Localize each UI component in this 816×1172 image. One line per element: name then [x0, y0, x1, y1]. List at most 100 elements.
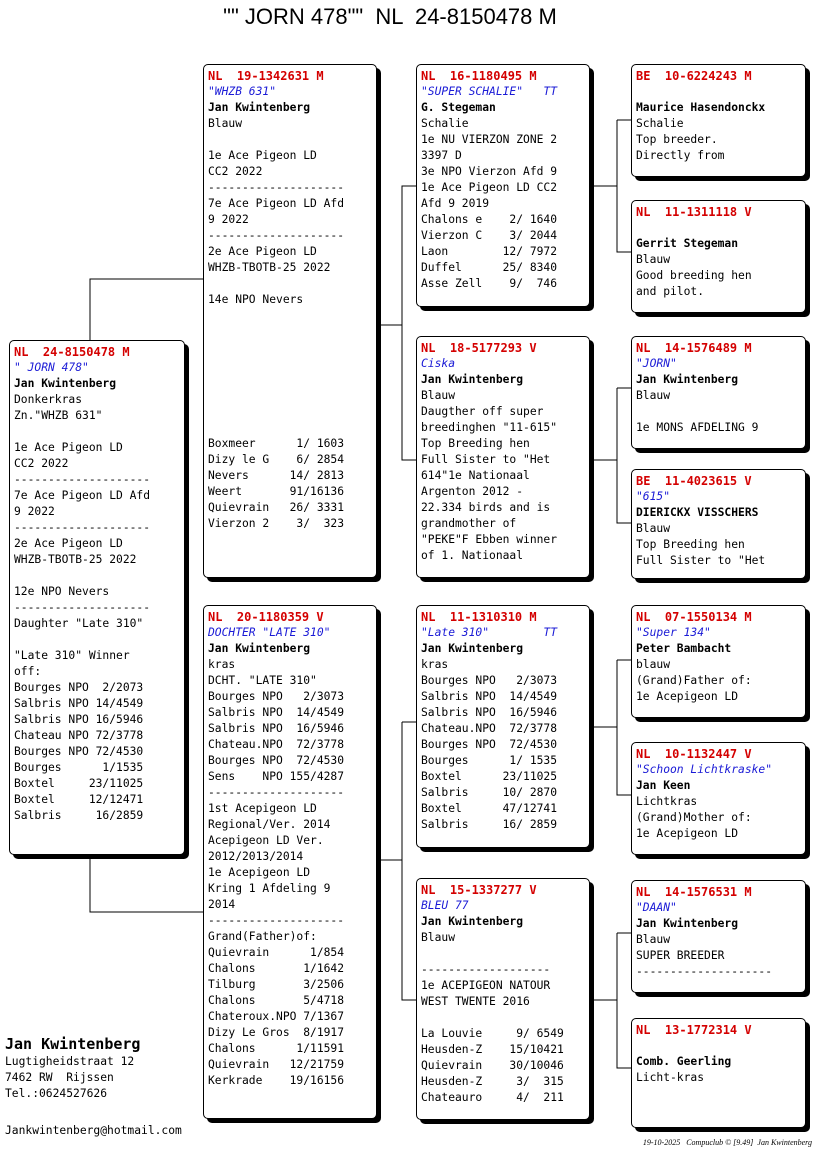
pigeon-name: "Late 310" TT — [421, 626, 558, 639]
info-line: Blauw — [421, 389, 456, 402]
info-line: Good breeding hen — [636, 269, 752, 282]
info-line: Blauw — [636, 389, 671, 402]
pigeon-name: "615" — [636, 490, 671, 503]
pedigree-card-dss[interactable]: NL 07-1550134 M "Super 134" Peter Bambacht… — [631, 605, 806, 718]
info-line: -------------------- — [636, 965, 773, 978]
info-line: 22.334 birds and is — [421, 501, 551, 514]
info-line: Schalie — [636, 117, 684, 130]
info-line: Chalons 1/1642 — [208, 962, 345, 975]
info-line: Chateroux.NPO 7/1367 — [208, 1010, 345, 1023]
info-line: 1e Ace Pigeon LD — [14, 441, 123, 454]
ring-number: NL 24-8150478 M — [14, 345, 130, 359]
pedigree-card-sire[interactable]: NL 19-1342631 M "WHZB 631" Jan Kwintenberg… — [203, 64, 377, 578]
info-line: 1e ACEPIGEON NATOUR — [421, 979, 551, 992]
info-line: kras — [421, 658, 449, 671]
spacer — [636, 220, 801, 236]
info-line: Dizy Le Gros 8/1917 — [208, 1026, 345, 1039]
pedigree-card-dds[interactable]: NL 14-1576531 M "DAAN" Jan Kwintenberg Blau… — [631, 880, 806, 993]
info-line: Duffel 25/ 8340 — [421, 261, 558, 274]
breeder-name: Peter Bambacht — [636, 642, 732, 655]
pedigree-card-dam-sire[interactable]: NL 11-1310310 M "Late 310" TT Jan Kwintenb… — [416, 605, 590, 848]
info-line: 1e Acepigeon LD — [208, 866, 311, 879]
info-line: ------------------- — [421, 963, 551, 976]
pedigree-card-dsd[interactable]: NL 10-1132447 V "Schoon Lichtkraske" Jan K… — [631, 742, 806, 855]
info-line — [208, 324, 372, 340]
pedigree-card-dam-dam[interactable]: NL 15-1337277 V BLEU 77 Jan Kwintenberg Bla… — [416, 878, 590, 1120]
info-line — [208, 132, 372, 148]
info-line — [14, 632, 180, 648]
info-line: "PEKE"F Ebben winner — [421, 533, 558, 546]
ring-number: BE 10-6224243 M — [636, 69, 752, 83]
info-line: Blauw — [636, 253, 671, 266]
pedigree-card-sire-sire[interactable]: NL 16-1180495 M "SUPER SCHALIE" TT G. Steg… — [416, 64, 590, 307]
info-line: Heusden-Z 15/10421 — [421, 1043, 564, 1056]
connector-subject-sire — [89, 278, 204, 340]
pigeon-name: "Super 134" — [636, 626, 711, 639]
breeder-name: Gerrit Stegeman — [636, 237, 739, 250]
info-line — [208, 388, 372, 404]
ring-number: NL 14-1576489 M — [636, 341, 752, 355]
pedigree-card-subject[interactable]: NL 24-8150478 M " JORN 478" Jan Kwintenber… — [9, 340, 185, 855]
ring-number: NL 19-1342631 M — [208, 69, 324, 83]
info-line: Chateau.NPO 72/3778 — [208, 738, 345, 751]
info-line: 1e Ace Pigeon LD — [208, 149, 317, 162]
info-line — [14, 424, 180, 440]
info-line: -------------------- — [208, 914, 345, 927]
info-line: -------------------- — [14, 473, 151, 486]
info-line: Full Sister to "Het — [421, 453, 551, 466]
breeder-name: Jan Kwintenberg — [421, 642, 524, 655]
info-line: Boxtel 23/11025 — [14, 777, 144, 790]
info-line: Chalons 5/4718 — [208, 994, 345, 1007]
info-line: CC2 2022 — [14, 457, 69, 470]
breeder-name: Jan Keen — [636, 779, 691, 792]
info-line: Blauw — [421, 931, 456, 944]
info-line: Chateau.NPO 72/3778 — [421, 722, 558, 735]
owner-name: Jan Kwintenberg — [5, 1035, 141, 1053]
info-line: Top Breeding hen — [421, 437, 530, 450]
info-line: (Grand)Father of: — [636, 674, 752, 687]
info-line — [208, 404, 372, 420]
info-line: Bourges NPO 72/4530 — [208, 754, 345, 767]
pedigree-card-dam[interactable]: NL 20-1180359 V DOCHTER "LATE 310" Jan Kwi… — [203, 605, 377, 1119]
info-line: of 1. Nationaal — [421, 549, 524, 562]
connector-dd-ggp — [616, 933, 632, 1069]
info-line — [208, 356, 372, 372]
info-line — [421, 1010, 585, 1026]
spacer — [636, 1038, 801, 1054]
info-line: Directly from — [636, 149, 725, 162]
info-line: and pilot. — [636, 285, 705, 298]
pedigree-card-sire-dam[interactable]: NL 18-5177293 V Ciska Jan Kwintenberg Blauw… — [416, 336, 590, 578]
pedigree-card-sdd[interactable]: BE 11-4023615 V "615" DIERICKX VISSCHERS Bl… — [631, 469, 806, 579]
breeder-name: Jan Kwintenberg — [421, 373, 524, 386]
info-line: -------------------- — [208, 181, 345, 194]
owner-phone: Tel.:0624527626 — [5, 1087, 108, 1100]
info-line: Boxtel 23/11025 — [421, 770, 558, 783]
page-title: "" JORN 478"" NL 24-8150478 M — [223, 4, 557, 29]
pigeon-name: BLEU 77 — [421, 899, 469, 912]
info-line — [208, 340, 372, 356]
info-line: Chalons e 2/ 1640 — [421, 213, 558, 226]
info-line: Salbris NPO 14/4549 — [14, 697, 144, 710]
owner-email[interactable]: Jankwintenberg@hotmail.com — [5, 1124, 182, 1137]
info-line: Top Breeding hen — [636, 538, 745, 551]
info-line: Vierzon 2 3/ 323 — [208, 517, 345, 530]
pedigree-card-ddd[interactable]: NL 13-1772314 V Comb. Geerling Licht-kras — [631, 1018, 806, 1128]
pigeon-name: "JORN" — [636, 357, 677, 370]
info-line: kras — [208, 658, 236, 671]
pedigree-card-ssd[interactable]: NL 11-1311118 V Gerrit Stegeman Blauw Good … — [631, 200, 806, 313]
info-line: Salbris 16/ 2859 — [421, 818, 558, 831]
info-line: Sens NPO 155/4287 — [208, 770, 345, 783]
info-line: Lichtkras — [636, 795, 698, 808]
pedigree-card-sds[interactable]: NL 14-1576489 M "JORN" Jan Kwintenberg Blau… — [631, 336, 806, 449]
owner-address-line: Lugtigheidstraat 12 — [5, 1055, 135, 1068]
info-line: 1e Ace Pigeon LD CC2 — [421, 181, 558, 194]
breeder-name: G. Stegeman — [421, 101, 496, 114]
info-line: Grand(Father)of: — [208, 930, 317, 943]
info-line: Daughter "Late 310" — [14, 617, 144, 630]
info-line: Chateauro 4/ 211 — [421, 1091, 564, 1104]
connector-ds-ggp — [616, 660, 632, 796]
info-line: Acepigeon LD Ver. — [208, 834, 324, 847]
pedigree-card-sss[interactable]: BE 10-6224243 M Maurice Hasendonckx Schali… — [631, 64, 806, 177]
info-line: Quievrain 26/ 3331 — [208, 501, 345, 514]
